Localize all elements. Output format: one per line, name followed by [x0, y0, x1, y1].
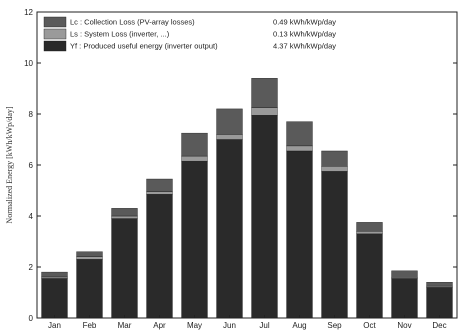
bar-sep-series-0	[321, 171, 348, 319]
bar-mar-series-2	[111, 208, 138, 217]
bar-may-series-1	[181, 155, 208, 162]
y-tick-label: 12	[24, 8, 33, 17]
y-tick-label: 2	[29, 263, 34, 272]
bar-may-series-0	[181, 160, 208, 319]
legend-value: 0.49 kWh/kWp/day	[273, 18, 336, 27]
bar-may-series-2	[181, 132, 208, 157]
bar-oct-series-2	[356, 222, 383, 232]
bar-nov-series-0	[391, 278, 418, 319]
bar-feb-series-1	[76, 256, 103, 260]
y-tick-label: 4	[29, 212, 34, 221]
bar-jun-series-2	[216, 108, 243, 135]
bar-jan-series-2	[41, 271, 68, 278]
bar-jun-series-1	[216, 134, 243, 140]
legend-label: Ls : System Loss (inverter, ...)	[70, 30, 170, 39]
bar-oct-series-0	[356, 233, 383, 319]
legend: Lc : Collection Loss (PV-array losses) 0.…	[43, 16, 336, 52]
bar-aug-series-1	[286, 145, 313, 152]
x-tick-label: Oct	[363, 321, 376, 330]
y-tick-label: 0	[29, 314, 34, 323]
legend-swatch	[43, 16, 67, 28]
x-tick-label: Feb	[83, 321, 97, 330]
legend-swatch	[43, 28, 67, 40]
y-axis-label: Normalized Energy [kWh/kWp/day]	[5, 106, 14, 223]
x-tick-label: Dec	[432, 321, 446, 330]
bar-oct-series-1	[356, 231, 383, 235]
bar-dec-series-2	[426, 282, 453, 287]
bar-nov-series-2	[391, 270, 418, 278]
y-tick-label: 10	[24, 59, 33, 68]
bar-aug-series-2	[286, 121, 313, 147]
bar-sep-series-1	[321, 166, 348, 172]
bar-feb-series-0	[76, 259, 103, 319]
x-tick-label: Mar	[118, 321, 132, 330]
x-tick-label: Jul	[259, 321, 269, 330]
y-axis: 0 2 4 6 8 10 12	[24, 8, 457, 323]
bar-mar-series-1	[111, 215, 138, 219]
bar-mar-series-0	[111, 218, 138, 319]
x-tick-label: Apr	[153, 321, 166, 330]
bar-feb-series-2	[76, 251, 103, 257]
legend-value: 0.13 kWh/kWp/day	[273, 30, 336, 39]
x-tick-label: Jan	[48, 321, 61, 330]
legend-swatch	[43, 40, 67, 52]
x-axis: Jan Feb Mar Apr May Jun Jul Aug Sep Oct Nov Dec	[48, 315, 447, 330]
bar-apr-series-1	[146, 191, 173, 195]
bar-jul-series-0	[251, 115, 278, 319]
bar-jun-series-0	[216, 139, 243, 319]
bar-jul-series-2	[251, 78, 278, 108]
y-tick-label: 8	[29, 110, 34, 119]
bar-apr-series-0	[146, 194, 173, 319]
bar-sep-series-2	[321, 150, 348, 167]
x-tick-label: Aug	[292, 321, 306, 330]
y-tick-label: 6	[29, 161, 34, 170]
bar-jan-series-1	[41, 276, 68, 279]
x-tick-label: Jun	[223, 321, 236, 330]
legend-label: Lc : Collection Loss (PV-array losses)	[70, 18, 195, 27]
bars-group	[41, 78, 453, 319]
bar-aug-series-0	[286, 150, 313, 319]
x-tick-label: May	[187, 321, 202, 330]
bar-jul-series-1	[251, 107, 278, 116]
bar-apr-series-2	[146, 178, 173, 192]
bar-jan-series-0	[41, 278, 68, 319]
bar-dec-series-0	[426, 287, 453, 319]
plot-area	[36, 11, 458, 319]
legend-value: 4.37 kWh/kWp/day	[273, 42, 336, 51]
legend-label: Yf : Produced useful energy (inverter ou…	[70, 42, 218, 51]
x-tick-label: Nov	[397, 321, 411, 330]
x-tick-label: Sep	[327, 321, 342, 330]
